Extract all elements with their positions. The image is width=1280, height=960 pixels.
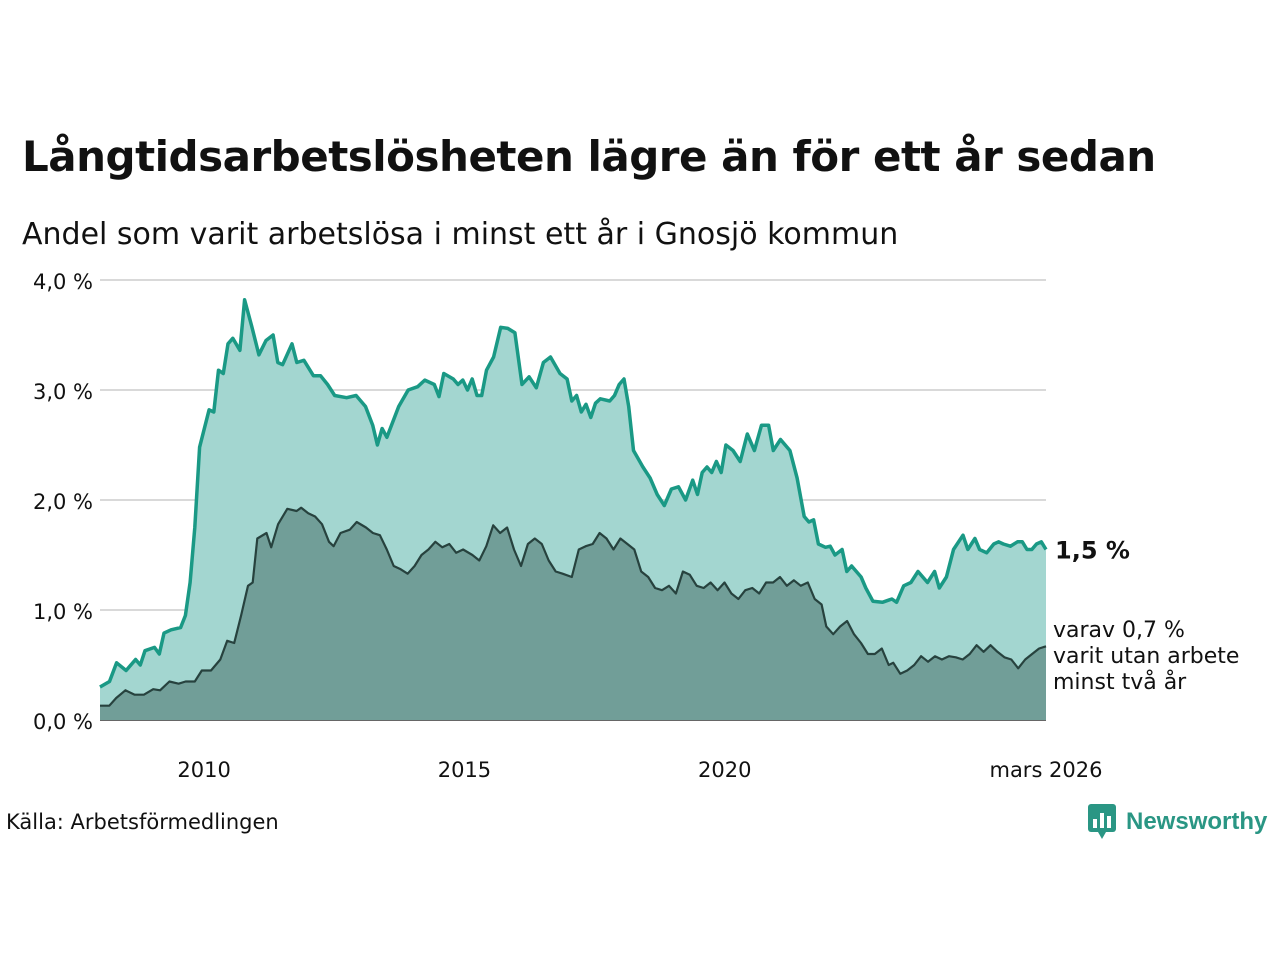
end-label-two-year-line: varav 0,7 % (1053, 618, 1185, 643)
end-label-two-year-line: varit utan arbete (1053, 644, 1239, 669)
y-tick-label: 4,0 % (33, 270, 93, 294)
x-tick-label: mars 2026 (989, 758, 1102, 782)
line-total (99, 298, 1048, 689)
newsworthy-logo[interactable]: Newsworthy (1088, 804, 1267, 840)
source-note: Källa: Arbetsförmedlingen (6, 810, 279, 834)
newsworthy-logo-icon (1088, 804, 1116, 839)
y-tick-label: 1,0 % (33, 600, 93, 624)
y-tick-label: 3,0 % (33, 380, 93, 404)
area-two-year (100, 507, 1046, 720)
chart-areas (100, 299, 1046, 720)
chart-subtitle: Andel som varit arbetslösa i minst ett å… (22, 217, 899, 252)
end-label-total: 1,5 % (1055, 537, 1130, 565)
brand-name: Newsworthy (1126, 808, 1268, 835)
line-two-year (100, 506, 1047, 707)
y-tick-label: 2,0 % (33, 490, 93, 514)
x-tick-label: 2015 (438, 758, 491, 782)
chart-title: Långtidsarbetslösheten lägre än för ett … (22, 132, 1156, 181)
y-tick-label: 0,0 % (33, 710, 93, 734)
end-label-two-year-line: minst två år (1053, 669, 1187, 695)
x-tick-label: 2010 (177, 758, 230, 782)
chart-labels: 0,0 % 1,0 % 2,0 % 3,0 % 4,0 % 2010 2015 2020 mar… (33, 270, 1239, 782)
chart-lines (99, 298, 1048, 707)
x-tick-label: 2020 (698, 758, 751, 782)
